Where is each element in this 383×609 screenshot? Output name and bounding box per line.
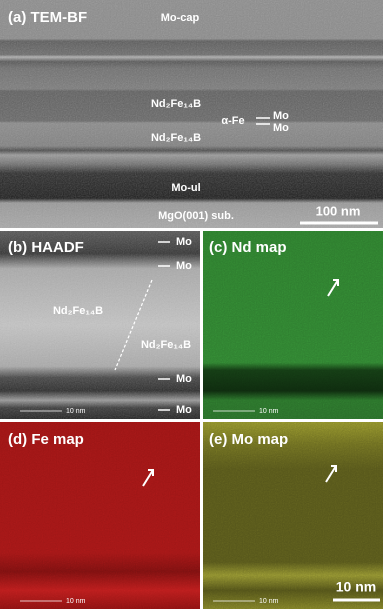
annotation: α-Fe [221,115,244,127]
scale-bar-label: 10 nm [259,408,279,415]
annotation: Nd₂Fe₁₄B [151,98,201,110]
scale-bar-label: 100 nm [316,203,361,218]
panel-label: (d) Fe map [8,431,84,448]
annotation: Mo [176,373,192,385]
texture [0,422,200,609]
annotation: Mo [273,122,289,134]
annotation: Nd₂Fe₁₄B [53,305,103,317]
texture [203,231,383,419]
scale-bar-label: 10 nm [259,598,279,605]
annotation: Mo [176,236,192,248]
annotation: MgO(001) sub. [158,210,234,222]
annotation: Nd₂Fe₁₄B [141,339,191,351]
panel-label: (a) TEM-BF [8,9,87,26]
page: {"panels":[ {"label":"(a) TEM-BF","annot… [0,0,383,609]
scale-bar-label: 10 nm [336,579,376,595]
annotation: Mo-ul [171,182,200,194]
texture [0,231,200,419]
scale-bar-label: 10 nm [66,408,86,415]
body: (a) TEM-BF Mo-cap Nd₂Fe₁₄B α-Fe Mo Mo Nd… [0,0,383,609]
panel-label: (b) HAADF [8,239,84,256]
panel-label: (c) Nd map [209,239,287,256]
panel-label: (e) Mo map [209,431,288,448]
annotation: Mo [273,110,289,122]
annotation: Mo-cap [161,12,200,24]
annotation: Nd₂Fe₁₄B [151,132,201,144]
scale-bar-label: 10 nm [66,598,86,605]
annotation: Mo [176,404,192,416]
figure: (a) TEM-BF Mo-cap Nd₂Fe₁₄B α-Fe Mo Mo Nd… [0,0,383,609]
annotation: Mo [176,260,192,272]
